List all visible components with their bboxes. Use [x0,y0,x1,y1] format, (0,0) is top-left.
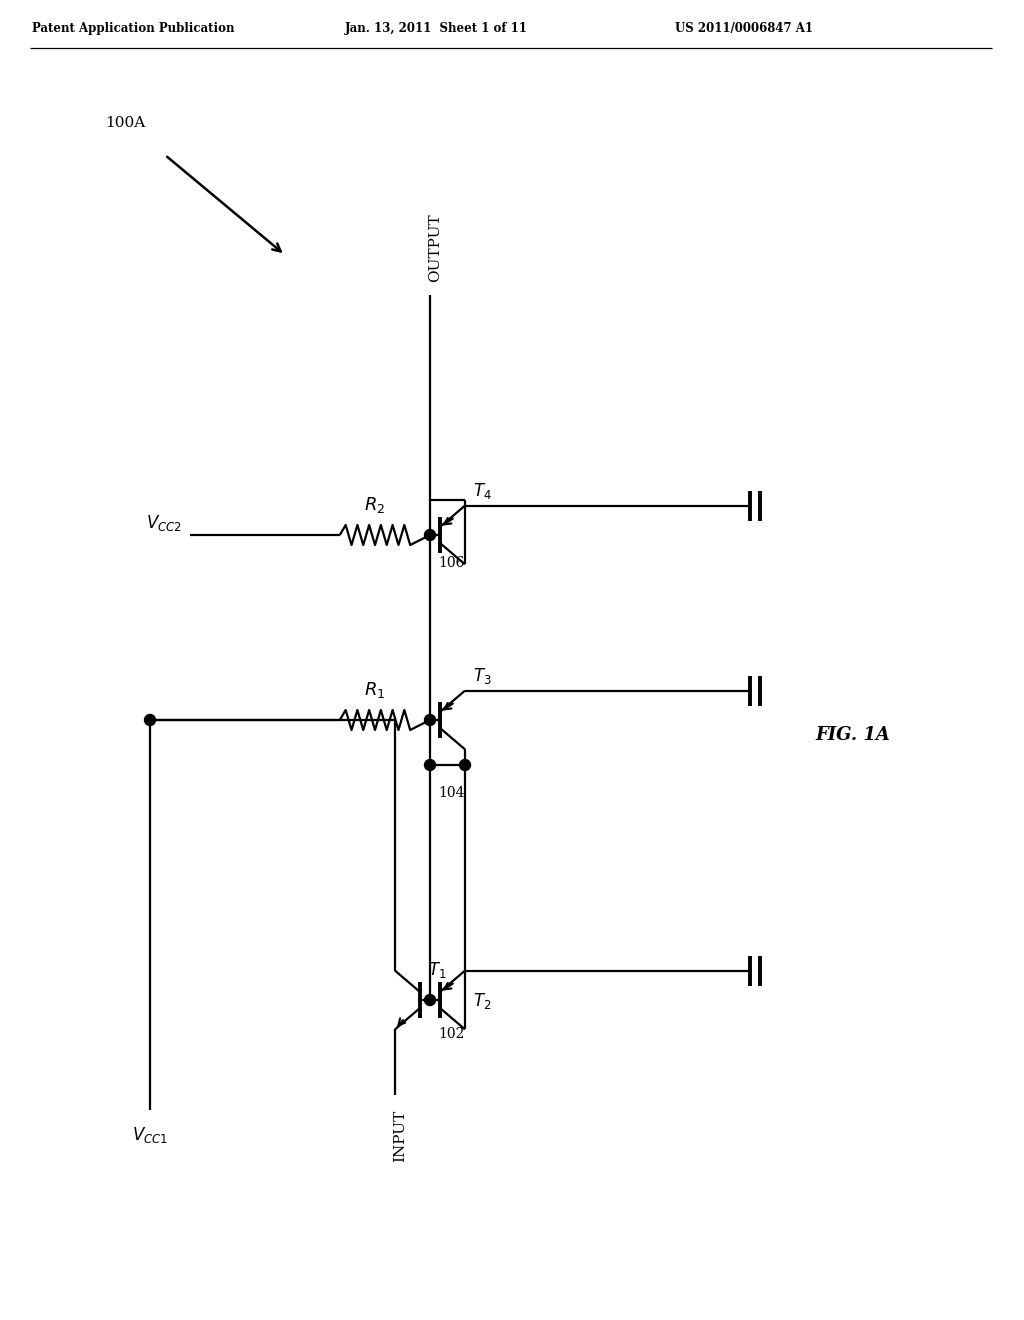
Text: $T_2$: $T_2$ [473,990,492,1011]
Circle shape [425,714,435,726]
Text: $R_2$: $R_2$ [365,495,386,515]
Circle shape [425,994,435,1006]
Text: INPUT: INPUT [393,1110,407,1162]
Circle shape [460,759,470,771]
Text: $V_{CC2}$: $V_{CC2}$ [146,513,182,533]
Text: $T_4$: $T_4$ [473,480,492,500]
Circle shape [425,529,435,540]
Text: 104: 104 [438,785,465,800]
Text: $T_3$: $T_3$ [473,665,492,685]
Text: $R_1$: $R_1$ [365,680,386,700]
Text: FIG. 1A: FIG. 1A [815,726,890,744]
Text: 100A: 100A [105,116,145,129]
Circle shape [144,714,156,726]
Text: 102: 102 [438,1027,464,1041]
Text: $T_1$: $T_1$ [428,960,446,979]
Text: $V_{CC1}$: $V_{CC1}$ [132,1125,168,1144]
Text: Jan. 13, 2011  Sheet 1 of 11: Jan. 13, 2011 Sheet 1 of 11 [345,22,528,36]
Text: Patent Application Publication: Patent Application Publication [32,22,234,36]
Text: OUTPUT: OUTPUT [428,214,442,282]
Text: 106: 106 [438,556,464,570]
Text: US 2011/0006847 A1: US 2011/0006847 A1 [675,22,813,36]
Circle shape [425,759,435,771]
